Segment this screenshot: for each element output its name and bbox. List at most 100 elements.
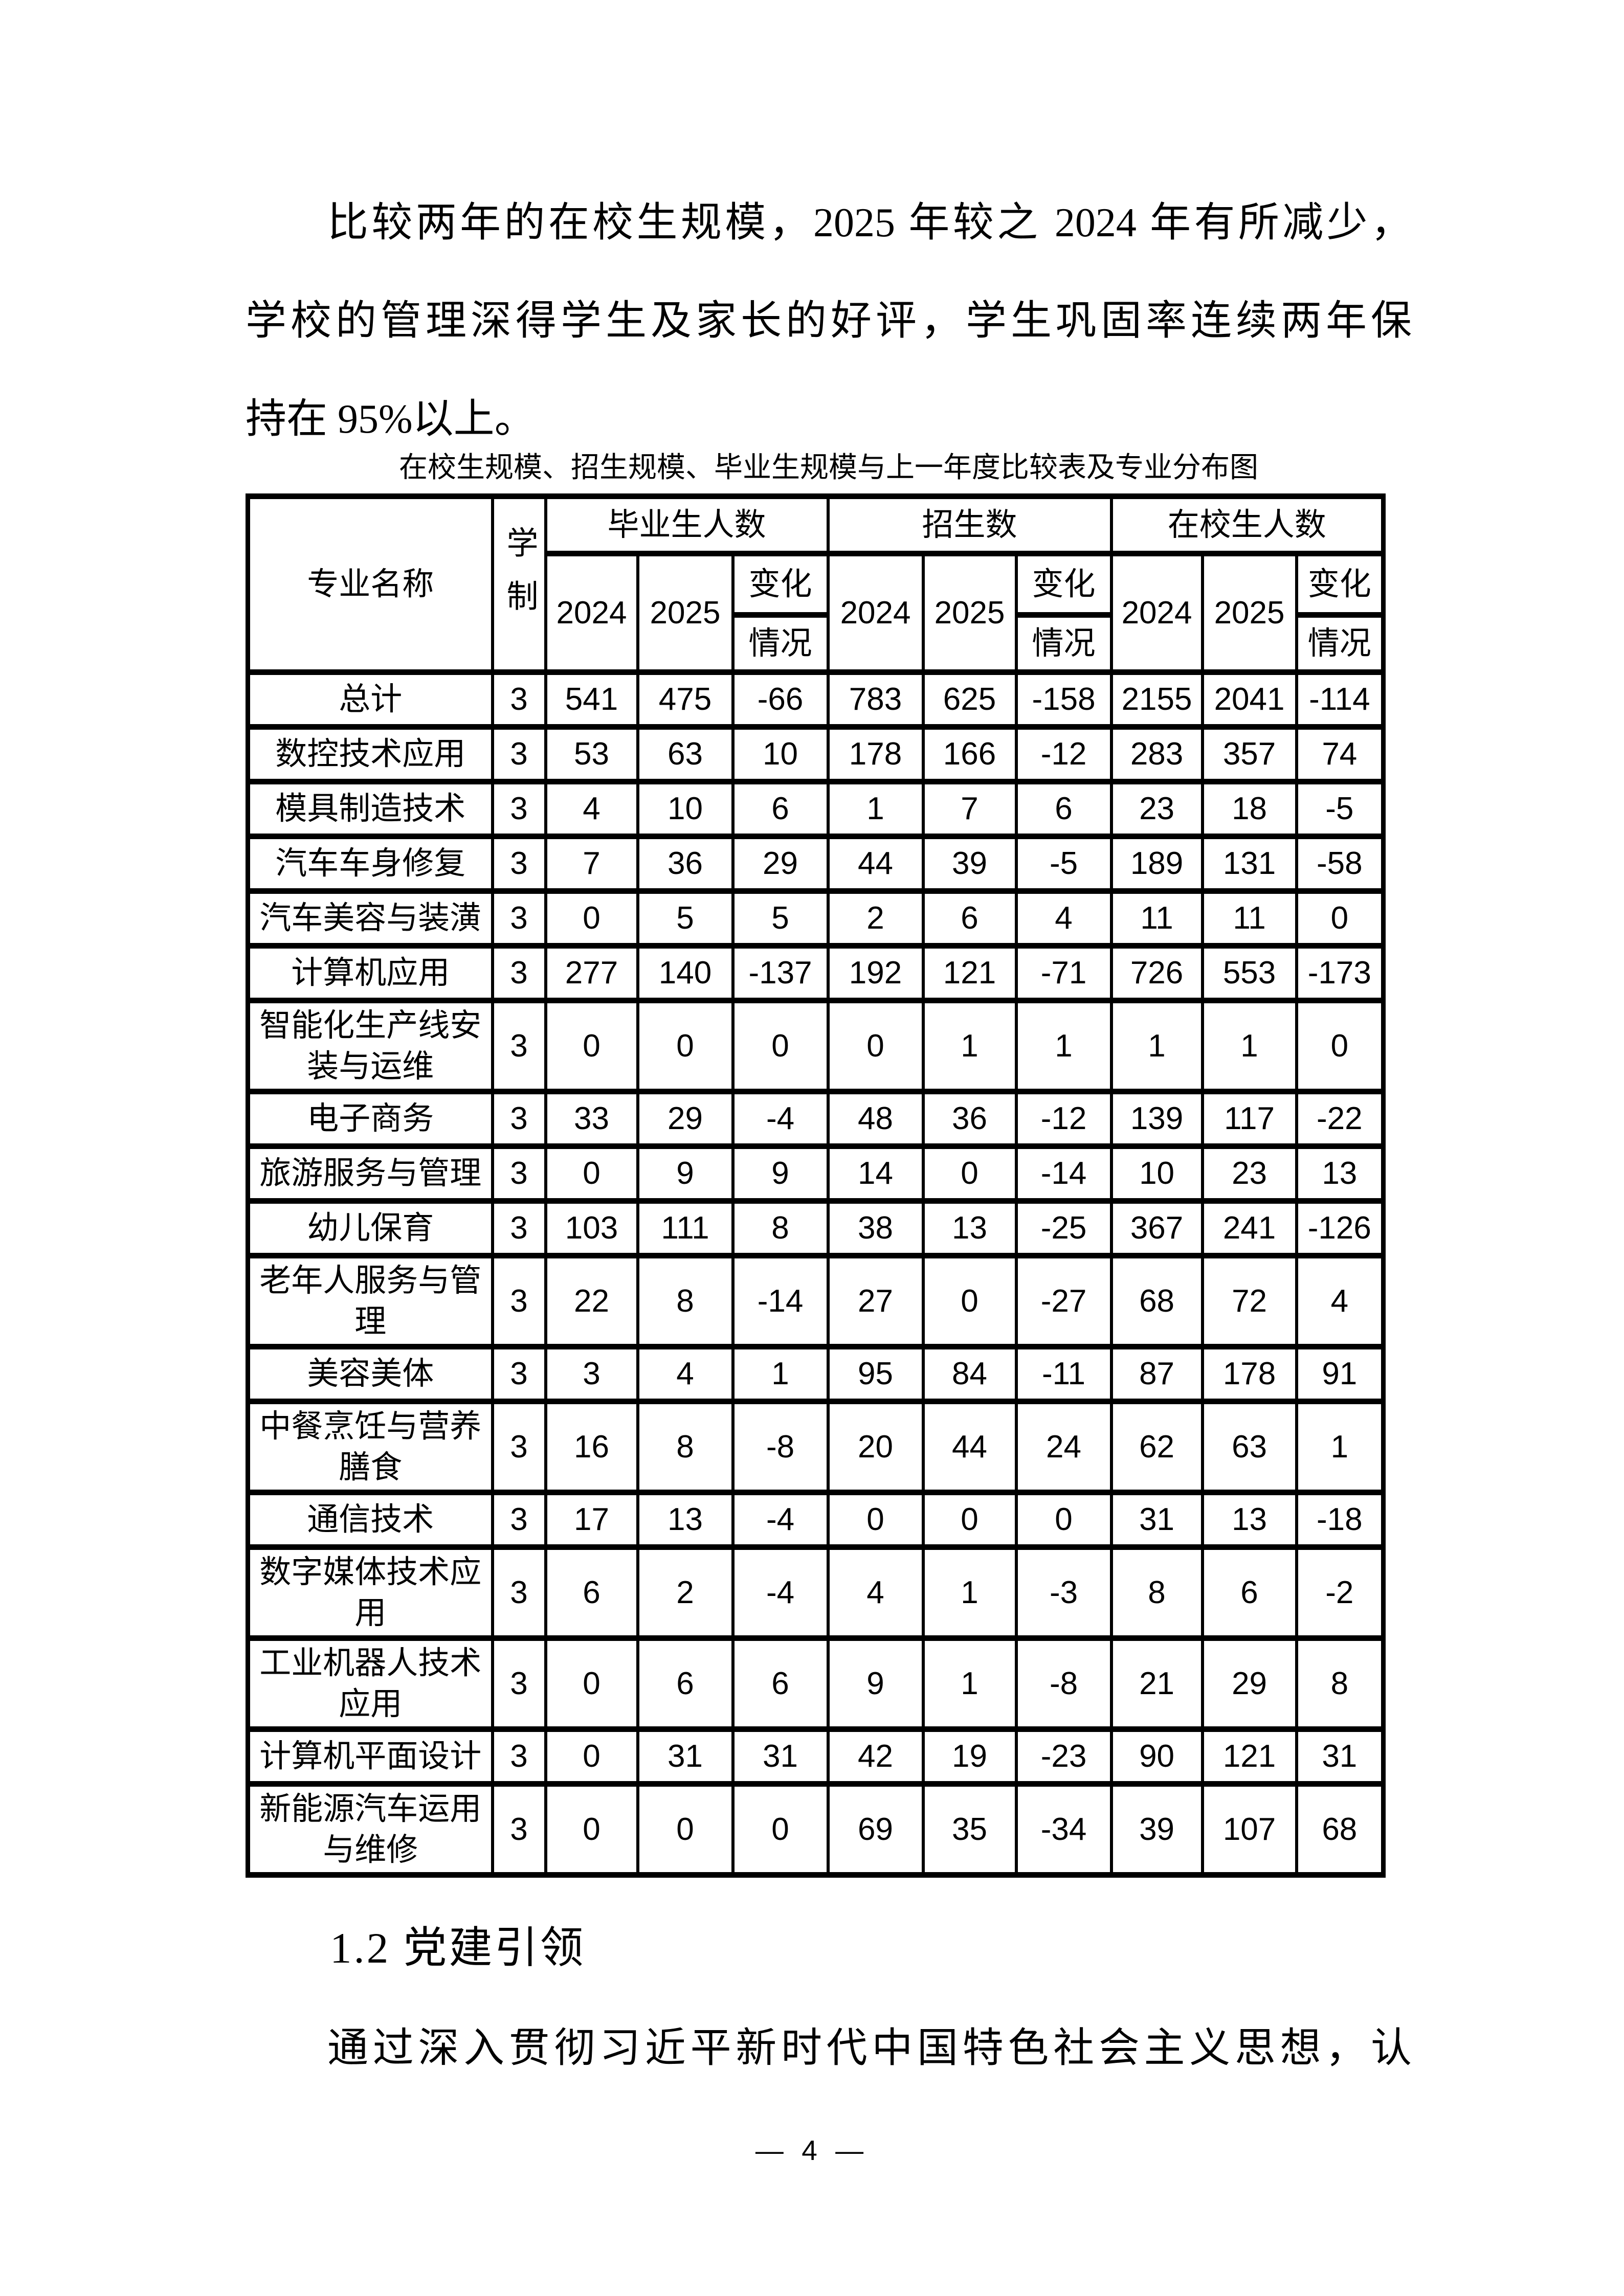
value-cell: 189 [1109,834,1204,894]
value-cell: 13 [636,1490,735,1550]
header-year-2025: 2025 [1200,551,1298,675]
value-cell: 283 [1109,724,1204,784]
value-cell: 178 [826,724,925,784]
table-row: 老年人服务与管理 3 22 8 -14 27 0 -27 68 72 4 [246,1253,1385,1349]
header-year-2024: 2024 [826,551,925,675]
value-cell: 4 [1014,888,1113,949]
duration-cell: 3 [491,943,547,1003]
value-cell: 68 [1109,1253,1204,1349]
value-cell: 1 [1200,998,1298,1094]
header-group-graduates: 毕业生人数 [544,493,830,556]
value-cell: 8 [731,1198,830,1258]
value-cell: 53 [544,724,639,784]
value-cell: -25 [1014,1198,1113,1258]
value-cell: -126 [1295,1198,1385,1258]
value-cell: 16 [544,1399,639,1495]
value-cell: 121 [1200,1726,1298,1787]
value-cell: 131 [1200,834,1298,894]
value-cell: 39 [1109,1781,1204,1878]
value-cell: 31 [1109,1490,1204,1550]
value-cell: 62 [1109,1399,1204,1495]
value-cell: 0 [826,998,925,1094]
value-cell: 625 [921,669,1018,730]
value-cell: 0 [636,1781,735,1878]
duration-cell: 3 [491,1399,547,1495]
value-cell: 4 [636,1344,735,1404]
header-change-top: 变化 [1014,551,1113,618]
value-cell: 31 [731,1726,830,1787]
value-cell: -22 [1295,1089,1385,1149]
header-row-years: 2024 2025 变化 2024 2025 变化 2024 2025 变化 [248,551,1385,675]
major-name-cell: 旅游服务与管理 [246,1143,494,1204]
value-cell: 8 [636,1399,735,1495]
value-cell: 2 [826,888,925,949]
value-cell: 23 [1200,1143,1298,1204]
major-name-cell: 计算机应用 [246,943,494,1003]
major-name-cell: 计算机平面设计 [246,1726,494,1787]
value-cell: -71 [1014,943,1113,1003]
value-cell: 10 [636,779,735,839]
value-cell: 63 [1200,1399,1298,1495]
value-cell: 10 [1109,1143,1204,1204]
value-cell: -114 [1295,669,1385,730]
paragraph-line: 通过深入贯彻习近平新时代中国特色社会主义思想，认 [327,2026,1412,2071]
duration-cell: 3 [491,1344,547,1404]
value-cell: 178 [1200,1344,1298,1404]
value-cell: 48 [826,1089,925,1149]
duration-cell: 3 [491,998,547,1094]
major-name-cell: 通信技术 [246,1490,494,1550]
value-cell: -8 [731,1399,830,1495]
table-row: 计算机应用 3 277 140 -137 192 121 -71 726 553 -173 [246,943,1385,1003]
header-change-top: 变化 [731,551,830,618]
value-cell: -5 [1014,834,1113,894]
major-name-cell: 美容美体 [246,1344,494,1404]
table-row: 电子商务 3 33 29 -4 48 36 -12 139 117 -22 [246,1089,1385,1149]
value-cell: 13 [1295,1143,1385,1204]
value-cell: 103 [544,1198,639,1258]
duration-cell: 3 [491,724,547,784]
value-cell: 14 [826,1143,925,1204]
value-cell: 0 [1014,1490,1113,1550]
paragraph-line: 持在 95%以上。 [246,397,536,442]
header-major-name: 专业名称 [246,493,494,675]
value-cell: 2155 [1109,669,1204,730]
value-cell: 72 [1200,1253,1298,1349]
header-group-enrolled: 在校生人数 [1109,493,1385,556]
header-change-bottom: 情况 [1014,612,1113,675]
value-cell: 7 [544,834,639,894]
value-cell: 0 [921,1253,1018,1349]
value-cell: 84 [921,1344,1018,1404]
header-row-groups: 专业名称 学制 毕业生人数 招生数 在校生人数 [246,493,1385,675]
value-cell: 31 [636,1726,735,1787]
duration-cell: 3 [491,1253,547,1349]
page-number: — 4 — [755,2134,869,2166]
value-cell: 0 [544,998,639,1094]
value-cell: 9 [636,1143,735,1204]
value-cell: 33 [544,1089,639,1149]
value-cell: 541 [544,669,639,730]
body-paragraph: 通过深入贯彻习近平新时代中国特色社会主义思想，认 [246,1999,1412,2098]
header-group-admissions: 招生数 [826,493,1113,556]
value-cell: -4 [731,1089,830,1149]
value-cell: 91 [1295,1344,1385,1404]
value-cell: 87 [1109,1344,1204,1404]
value-cell: 1 [1014,998,1113,1094]
header-row-change: 情况 情况 情况 [248,612,1385,675]
value-cell: -173 [1295,943,1385,1003]
table-row: 幼儿保育 3 103 111 8 38 13 -25 367 241 -126 [246,1198,1385,1258]
value-cell: 8 [1109,1544,1204,1641]
value-cell: 475 [636,669,735,730]
value-cell: 19 [921,1726,1018,1787]
value-cell: 6 [731,1635,830,1732]
value-cell: 6 [921,888,1018,949]
value-cell: 36 [921,1089,1018,1149]
value-cell: 1 [826,779,925,839]
value-cell: 553 [1200,943,1298,1003]
value-cell: 23 [1109,779,1204,839]
value-cell: -14 [1014,1143,1113,1204]
value-cell: 0 [1295,888,1385,949]
value-cell: 22 [544,1253,639,1349]
value-cell: 17 [544,1490,639,1550]
value-cell: 4 [1295,1253,1385,1349]
